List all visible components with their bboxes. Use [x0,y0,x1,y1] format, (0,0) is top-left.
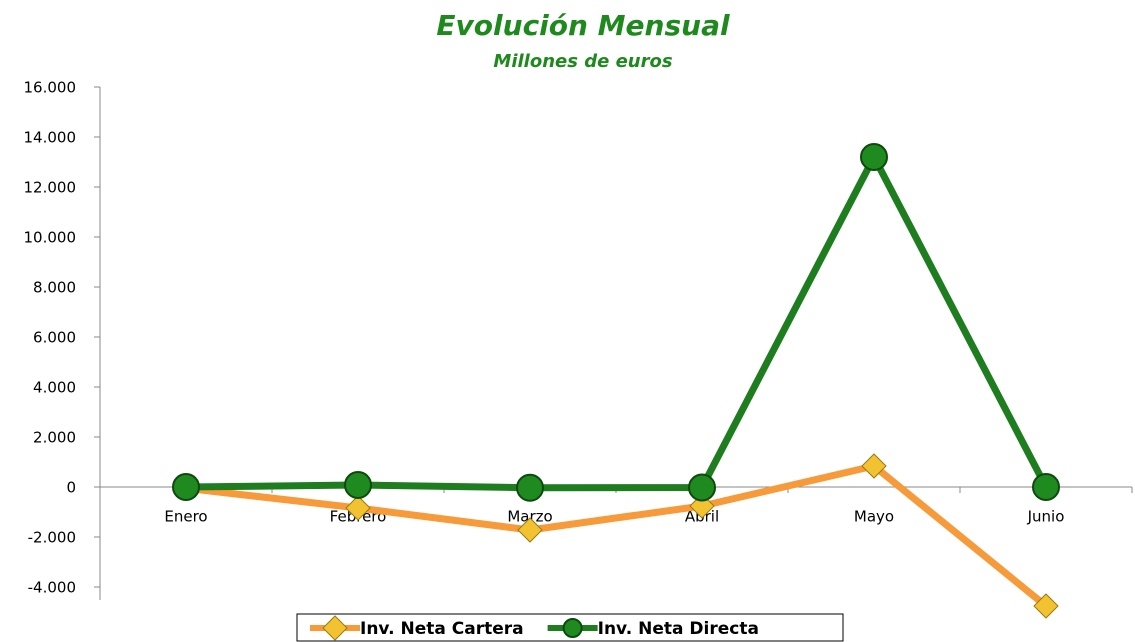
y-tick-label: -2.000 [28,529,76,547]
x-tick-label: Junio [1027,508,1065,526]
chart-title: Evolución Mensual [436,9,730,42]
y-tick-label: 8.000 [33,279,76,297]
circle-marker [1032,473,1060,501]
diamond-marker [322,615,348,641]
diamond-marker [861,453,887,479]
x-tick-label: Enero [164,508,207,526]
series-line [185,462,1049,609]
circle-marker [344,471,372,499]
legend-label: Inv. Neta Cartera [360,619,524,639]
y-tick-label: 14.000 [24,129,77,147]
series-line [185,153,1050,492]
circle-marker [516,473,544,502]
y-tick-label: -4.000 [28,579,76,597]
chart-subtitle: Millones de euros [493,51,672,72]
y-tick-label: 16.000 [24,79,77,97]
diamond-marker [517,517,543,543]
y-tick-label: 2.000 [33,429,76,447]
circle-marker [172,473,200,501]
y-tick-label: 12.000 [24,179,77,197]
circle-marker [562,618,583,638]
x-tick-label: Marzo [507,508,552,526]
circle-marker [688,473,716,502]
legend: Inv. Neta Cartera Inv. Neta Directa [296,613,844,642]
y-tick-label: 0 [66,479,76,497]
x-tick-label: Mayo [854,508,894,526]
diamond-marker [1033,593,1059,619]
y-tick-label: 4.000 [33,379,76,397]
legend-label: Inv. Neta Directa [598,619,759,639]
y-tick-label: 10.000 [24,229,77,247]
circle-marker [860,143,888,171]
diamond-marker [345,495,371,521]
y-tick-label: 6.000 [33,329,76,347]
